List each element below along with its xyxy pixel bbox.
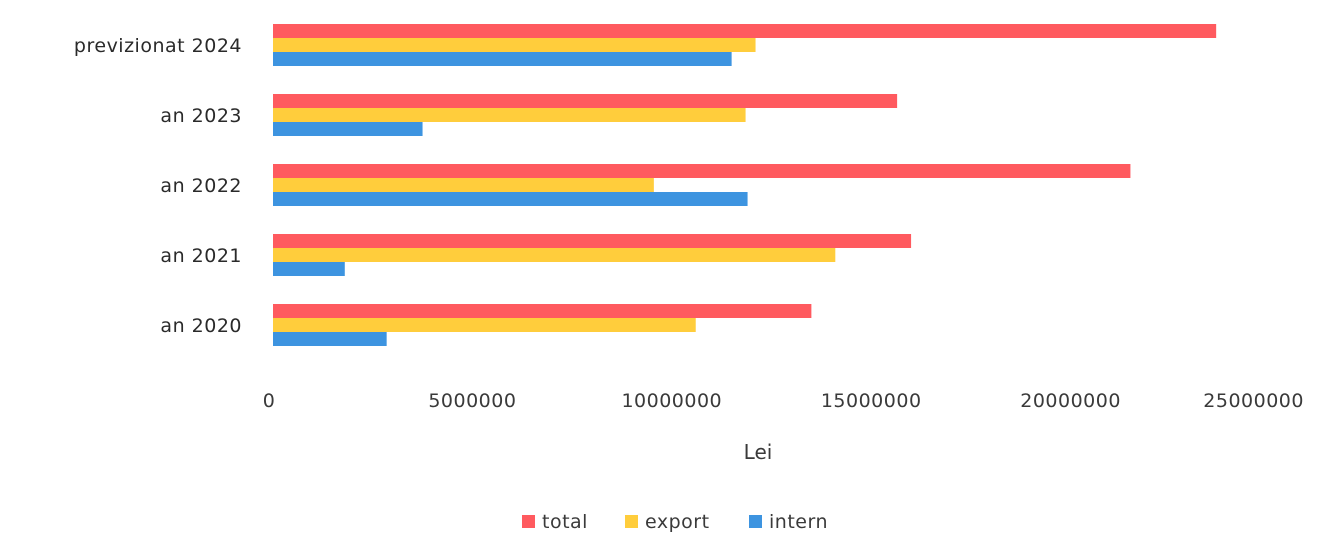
category-label: an 2020	[160, 315, 242, 337]
legend-label-export: export	[645, 511, 710, 533]
bar-export-an-2020	[273, 318, 696, 332]
x-tick-label: 5000000	[428, 390, 516, 412]
legend-swatch-export	[625, 515, 638, 528]
category-labels: an 2020 an 2021 an 2022 an 2023 previzionat …	[74, 35, 242, 337]
bar-intern-an-2021	[273, 262, 345, 276]
x-tick-label: 25000000	[1203, 390, 1304, 412]
bar-export-an-2023	[273, 108, 746, 122]
x-axis-title: Lei	[744, 440, 773, 464]
legend-swatch-total	[522, 515, 535, 528]
bar-total-an-2020	[273, 304, 812, 318]
bars-group	[273, 24, 1217, 346]
bar-export-previzionat-2024	[273, 38, 756, 52]
bar-total-an-2022	[273, 164, 1131, 178]
bar-total-previzionat-2024	[273, 24, 1217, 38]
bar-intern-previzionat-2024	[273, 52, 732, 66]
bar-total-an-2023	[273, 94, 898, 108]
category-label: an 2023	[160, 105, 242, 127]
bar-export-an-2021	[273, 248, 836, 262]
legend-label-total: total	[542, 511, 588, 533]
x-tick-labels: 0 5000000 10000000 15000000 20000000 25000000	[263, 390, 1304, 412]
x-tick-label: 20000000	[1020, 390, 1121, 412]
bar-intern-an-2020	[273, 332, 387, 346]
category-label: an 2022	[160, 175, 242, 197]
bar-total-an-2021	[273, 234, 912, 248]
x-tick-label: 0	[263, 390, 276, 412]
bar-intern-an-2023	[273, 122, 423, 136]
legend: total export intern	[522, 511, 828, 533]
category-label: previzionat 2024	[74, 35, 242, 57]
x-tick-label: 15000000	[821, 390, 922, 412]
category-label: an 2021	[160, 245, 242, 267]
bar-export-an-2022	[273, 178, 654, 192]
x-tick-label: 10000000	[621, 390, 722, 412]
bar-intern-an-2022	[273, 192, 748, 206]
legend-label-intern: intern	[769, 511, 828, 533]
legend-swatch-intern	[749, 515, 762, 528]
